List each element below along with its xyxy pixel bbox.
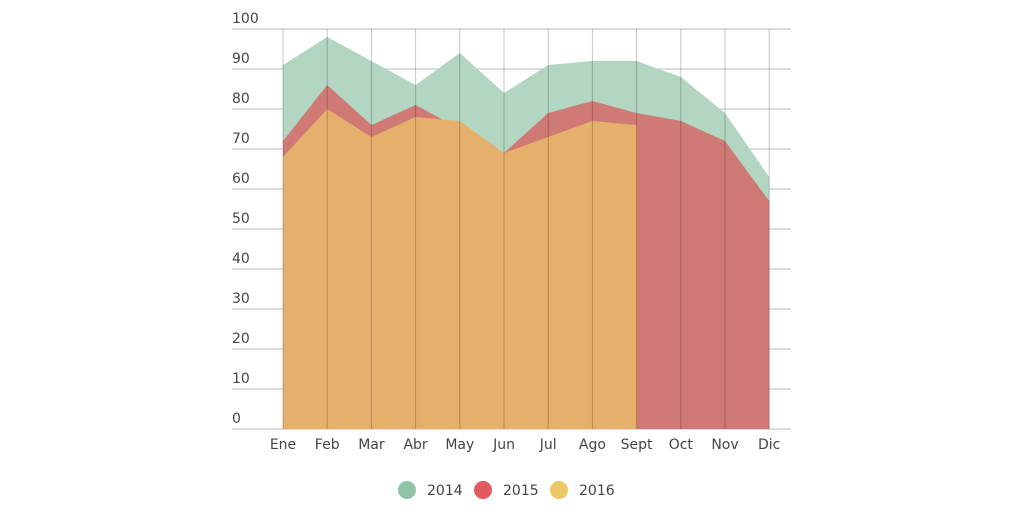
- y-tick-label: 60: [232, 171, 250, 187]
- x-tick-label: Oct: [669, 437, 694, 453]
- x-tick-label: Sept: [621, 437, 653, 453]
- y-tick-label: 30: [232, 291, 250, 307]
- y-tick-label: 20: [232, 331, 250, 347]
- x-tick-label: Mar: [358, 437, 385, 453]
- legend-marker-2014: [398, 481, 416, 499]
- y-tick-label: 70: [232, 131, 250, 147]
- y-tick-label: 0: [232, 411, 241, 427]
- x-tick-label: May: [445, 437, 474, 453]
- x-tick-label: Jul: [539, 437, 557, 453]
- y-tick-label: 10: [232, 371, 250, 387]
- x-tick-label: Abr: [403, 437, 427, 453]
- legend-label: 2014: [427, 483, 463, 499]
- x-axis: Ene Feb Mar Abr May Jun Jul Ago Sept Oct Nov Dic: [270, 437, 781, 453]
- y-axis: 0 10 20 30 40 50 60 70 80 90 100: [232, 11, 259, 427]
- x-tick-label: Dic: [758, 437, 780, 453]
- vertical-grid: [282, 29, 770, 429]
- y-tick-label: 90: [232, 51, 250, 67]
- areas: [283, 37, 770, 429]
- legend-marker-2016: [550, 481, 568, 499]
- x-tick-label: Feb: [315, 437, 340, 453]
- area-series-2016: [283, 109, 637, 429]
- x-tick-label: Nov: [711, 437, 738, 453]
- y-tick-label: 80: [232, 91, 250, 107]
- legend-label: 2015: [503, 483, 539, 499]
- legend: 2014 2015 2016: [398, 481, 615, 499]
- x-tick-label: Ago: [579, 437, 606, 453]
- x-tick-label: Jun: [492, 437, 515, 453]
- y-tick-label: 40: [232, 251, 250, 267]
- y-tick-label: 100: [232, 11, 259, 27]
- legend-label: 2016: [579, 483, 615, 499]
- y-tick-label: 50: [232, 211, 250, 227]
- x-tick-label: Ene: [270, 437, 296, 453]
- legend-marker-2015: [474, 481, 492, 499]
